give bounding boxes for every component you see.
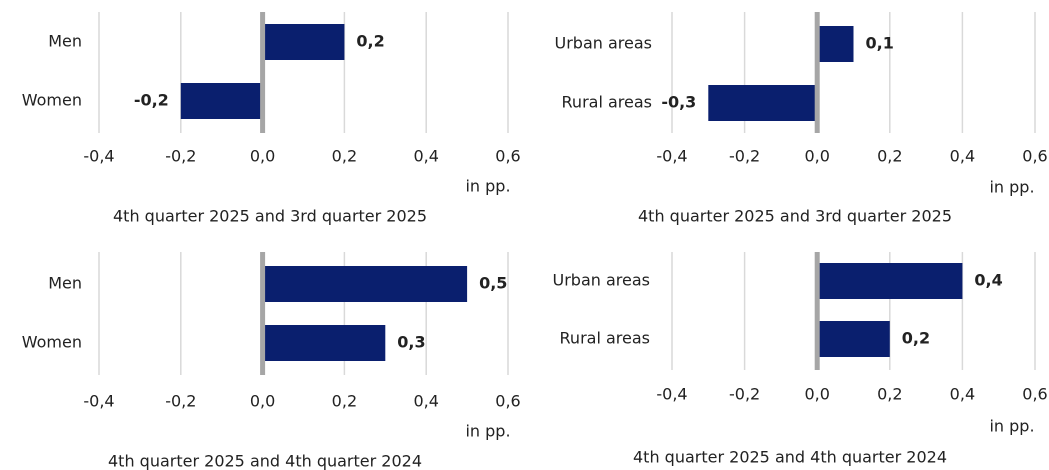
x-tick-label: -0,2 [165,392,196,411]
x-tick-label: 0,4 [950,147,975,166]
bar [262,24,345,60]
x-tick-label: -0,4 [83,147,114,166]
category-label: Rural areas [562,93,652,112]
bar [708,85,818,121]
x-tick-label: -0,4 [656,147,687,166]
x-axis-label: in pp. [465,177,510,196]
value-label: 0,5 [479,274,507,293]
value-label: 0,2 [356,32,384,51]
x-axis-label: in pp. [465,422,510,441]
x-tick-label: 0,2 [332,147,357,166]
x-tick-label: -0,4 [83,392,114,411]
x-tick-label: -0,2 [729,385,760,404]
x-tick-label: 0,0 [250,392,275,411]
x-tick-label: 0,2 [332,392,357,411]
value-label: -0,2 [134,91,169,110]
category-label: Urban areas [555,34,653,53]
x-tick-label: 0,6 [495,392,520,411]
x-tick-label: 0,6 [1022,385,1047,404]
bar [262,266,468,302]
bar [817,26,854,62]
x-tick-label: 0,4 [950,385,975,404]
x-tick-label: 0,2 [877,147,902,166]
x-axis-label: in pp. [989,417,1034,436]
value-label: 0,2 [902,329,930,348]
x-tick-label: 0,2 [877,385,902,404]
chart-caption: 4th quarter 2025 and 4th quarter 2024 [108,452,422,470]
x-tick-label: 0,6 [495,147,520,166]
category-label: Urban areas [553,271,651,290]
x-tick-label: 0,6 [1022,147,1047,166]
x-tick-label: 0,4 [413,147,438,166]
value-label: 0,4 [974,271,1002,290]
bar [817,263,963,299]
x-axis-label: in pp. [989,178,1034,197]
x-tick-label: 0,0 [250,147,275,166]
x-tick-label: -0,2 [165,147,196,166]
value-label: -0,3 [661,93,696,112]
category-label: Men [48,32,82,51]
value-label: 0,3 [397,333,425,352]
x-tick-label: 0,0 [804,147,829,166]
chart-caption: 4th quarter 2025 and 3rd quarter 2025 [113,207,427,226]
x-tick-label: 0,0 [804,385,829,404]
bar [262,325,386,361]
category-label: Men [48,274,82,293]
category-label: Rural areas [560,329,650,348]
category-label: Women [22,91,82,110]
x-tick-label: -0,2 [729,147,760,166]
x-tick-label: -0,4 [656,385,687,404]
category-label: Women [22,333,82,352]
bar [817,321,890,357]
value-label: 0,1 [866,34,894,53]
bar [180,83,263,119]
chart-caption: 4th quarter 2025 and 4th quarter 2024 [633,448,947,467]
chart-caption: 4th quarter 2025 and 3rd quarter 2025 [638,207,952,226]
x-tick-label: 0,4 [413,392,438,411]
